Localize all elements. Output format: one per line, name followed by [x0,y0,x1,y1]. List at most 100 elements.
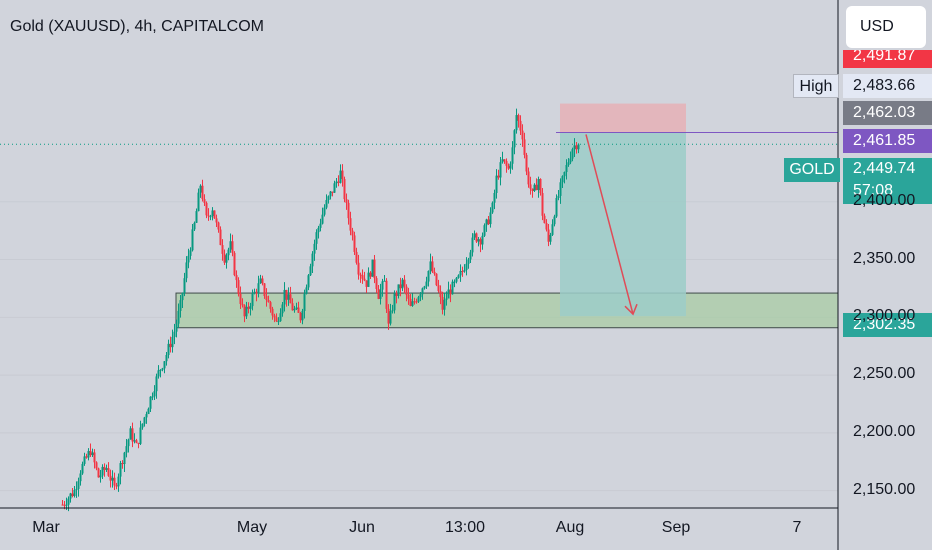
candle-body [487,219,490,225]
candle-body [263,283,266,297]
candle-body [121,463,124,465]
candle-body [115,485,118,487]
x-tick-label: May [236,519,268,536]
candle-body [451,281,454,295]
candle-body [303,293,306,311]
x-tick-label: Sep [661,519,691,536]
arrow-head [624,303,638,316]
candle-body [379,289,382,299]
candle-body [227,249,230,256]
last-price-label: 2,449.74 57:08 [843,158,932,204]
candle-body [321,214,324,224]
candle-body [531,188,534,192]
candle-body [469,252,472,260]
high-tag: High [793,74,839,98]
candle-body [307,275,310,288]
candle-body [297,307,300,313]
candle-body [371,259,374,277]
candle-body [499,162,502,178]
candle-body [283,289,286,305]
candle-body [267,300,270,303]
x-tick-label: Aug [555,519,585,536]
y-tick-label: 2,400.00 [853,191,916,209]
candle-body [279,313,282,322]
candle-body [185,262,188,279]
candle-body [503,159,506,162]
candle-body [221,245,224,254]
candle-body [375,278,378,289]
candle-body [275,317,278,322]
candle-body [513,130,516,148]
candle-body [123,452,126,465]
candle-body [417,297,420,302]
candle-body [167,343,170,356]
candle-body [259,278,262,284]
candle-body [159,369,162,371]
candle-body [75,488,78,490]
candle-body [545,223,548,230]
candle-body [389,311,392,324]
top-price-label: 2,491.87 [843,50,932,68]
candle-body [203,199,206,203]
candle-body [77,481,80,489]
candle-body [535,184,538,191]
candle-body [155,376,158,392]
candle-body [325,199,328,208]
candle-body [133,440,136,442]
stop-loss-area[interactable] [560,103,686,133]
candle-body [335,181,338,184]
candle-body [73,489,76,497]
candle-body [343,179,346,200]
candle-body [61,504,64,506]
candle-body [255,291,258,294]
candle-body [239,293,242,304]
candle-body [397,284,400,296]
candle-body [107,468,110,476]
candle-body [527,171,530,185]
candle-body [521,130,524,140]
candle-body [209,216,212,218]
candle-body [235,275,238,281]
candle-body [541,193,544,216]
candle-body [273,315,276,318]
projection-arrow[interactable] [585,134,638,316]
candle-body [87,450,90,458]
candle-body [561,176,564,183]
candle-body [89,450,92,456]
candle-body [415,301,418,303]
candle-body [333,183,336,193]
candle-body [555,197,558,217]
candle-body [169,343,172,348]
high-price-label: 2,483.66 [843,74,932,98]
candle-body [83,456,86,464]
candle-body [147,408,150,415]
candle-body [201,185,204,200]
candle-body [543,215,546,224]
candle-body [301,310,304,321]
x-tick-label: 13:00 [444,519,486,536]
candle-body [437,285,440,292]
candle-body [577,144,580,150]
candle-body [315,232,318,244]
candle-body [153,391,156,397]
candle-body [445,298,448,300]
currency-button[interactable]: USD [846,6,926,48]
candle-body [125,446,128,453]
take-profit-area[interactable] [560,132,686,317]
candle-body [509,163,512,169]
candle-body [477,239,480,242]
support-zone[interactable] [175,292,839,329]
candle-body [347,202,350,219]
candle-body [383,280,386,282]
candle-body [493,192,496,203]
candle-body [465,263,468,271]
zone-price-label: 2,302.35 [843,313,932,337]
candle-body [237,280,240,294]
candle-body [459,270,462,276]
candle-body [189,250,192,256]
candle-body [573,145,576,150]
candle-body [441,297,444,310]
candle-body [461,270,464,272]
